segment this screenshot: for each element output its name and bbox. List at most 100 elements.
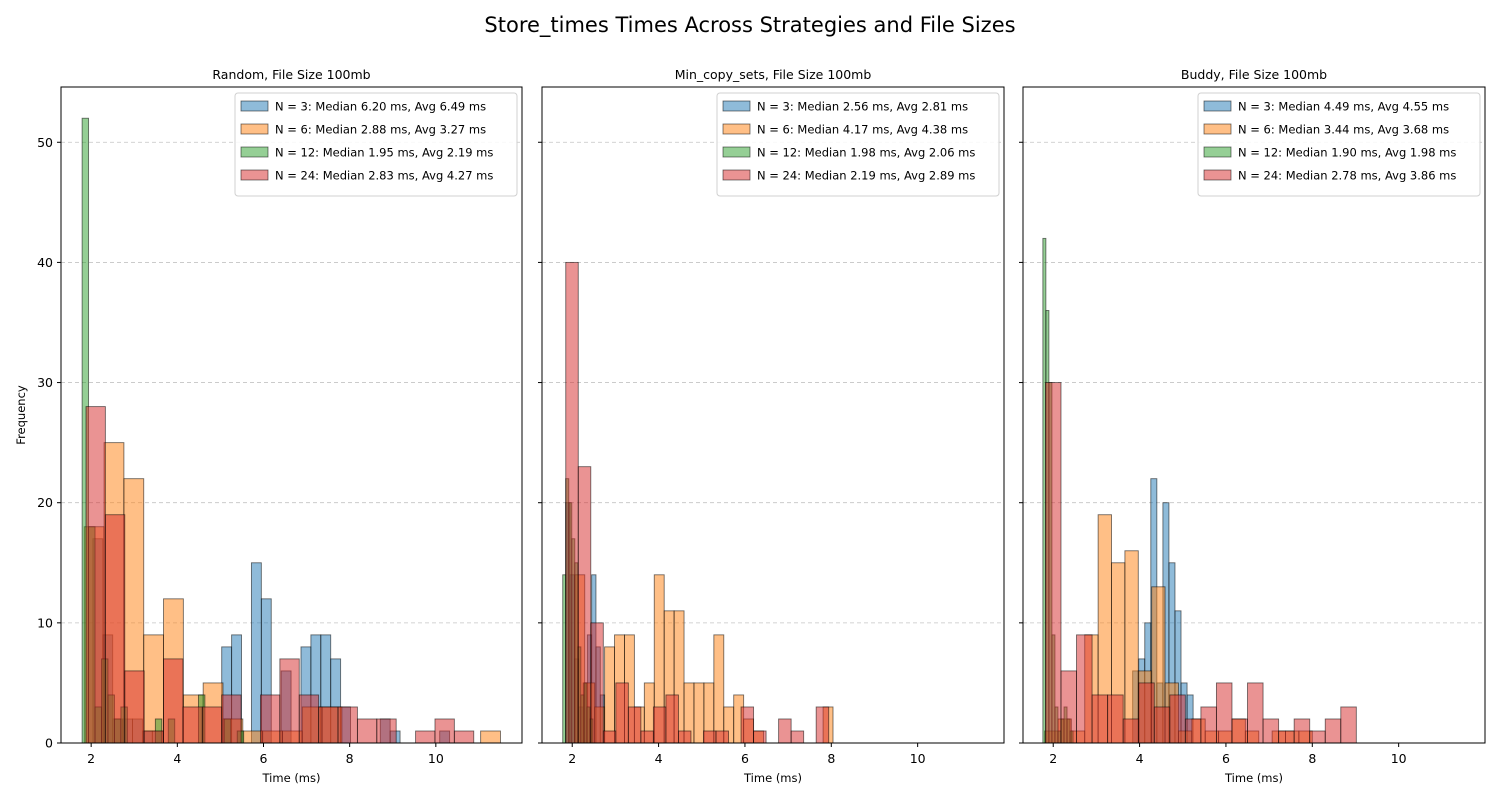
histogram-bar <box>1340 706 1357 743</box>
histogram-bar <box>1309 730 1326 743</box>
legend-entry: N = 12: Median 1.95 ms, Avg 2.19 ms <box>275 146 493 160</box>
histogram-bar <box>604 646 615 743</box>
histogram-bar <box>1247 682 1264 743</box>
histogram-bar <box>627 706 642 743</box>
histogram-bar <box>740 706 755 743</box>
histogram-bar <box>778 718 792 743</box>
histogram-bar <box>250 562 262 743</box>
histogram-bar <box>1278 730 1295 743</box>
x-tick-label: 8 <box>1308 751 1316 766</box>
legend-swatch <box>240 123 269 135</box>
chart-panel: 2 4 6 8 10 Min_copy_sets, File Size 100mb Time… <box>538 67 1005 785</box>
histogram-bar <box>713 634 725 743</box>
y-tick-label: 50 <box>37 135 53 150</box>
x-tick-label: 10 <box>1391 751 1407 766</box>
legend-entry: N = 24: Median 2.83 ms, Avg 4.27 ms <box>275 169 493 183</box>
legend-swatch <box>1203 123 1232 135</box>
histogram-bar <box>376 718 397 743</box>
legend-box <box>1197 92 1481 197</box>
histogram-bar <box>298 694 320 743</box>
x-tick-label: 4 <box>655 751 663 766</box>
x-tick-label: 8 <box>827 751 835 766</box>
legend-swatch <box>722 169 751 181</box>
x-axis-label: Time (ms) <box>1224 771 1283 785</box>
histogram-bar <box>279 658 300 743</box>
histogram-bar <box>1107 694 1124 743</box>
legend-swatch <box>240 146 269 158</box>
histogram-bar <box>577 466 592 743</box>
histogram-bar <box>330 658 342 743</box>
histogram-bar <box>1138 682 1155 743</box>
legend-entry: N = 6: Median 3.44 ms, Avg 3.68 ms <box>1238 123 1449 137</box>
chart-panel: 2 4 6 8 10 Buddy, File Size 100mb Time (ms) N =… <box>1019 67 1486 785</box>
histogram-bar <box>602 730 617 743</box>
legend: N = 3: Median 2.56 ms, Avg 2.81 ms N = 6:… <box>716 92 1000 197</box>
legend-entry: N = 12: Median 1.90 ms, Avg 1.98 ms <box>1238 146 1456 160</box>
axes-frame <box>1022 86 1486 744</box>
legend-swatch <box>722 146 751 158</box>
histogram-bar <box>1215 682 1233 743</box>
series-group <box>85 406 475 743</box>
panel-title: Buddy, File Size 100mb <box>1181 67 1327 82</box>
histogram-bar <box>221 694 242 743</box>
series-group <box>1045 382 1357 743</box>
histogram-bar <box>693 682 705 743</box>
legend-entry: N = 24: Median 2.19 ms, Avg 2.89 ms <box>757 169 975 183</box>
histogram-bar <box>815 706 830 743</box>
histogram-bar <box>1060 670 1077 743</box>
histogram-bar <box>1324 718 1342 743</box>
x-tick-label: 2 <box>87 751 95 766</box>
legend-entry: N = 24: Median 2.78 ms, Avg 3.86 ms <box>1238 169 1456 183</box>
x-tick-label: 2 <box>1049 751 1057 766</box>
legend-swatch <box>240 100 269 112</box>
legend-entry: N = 6: Median 4.17 ms, Avg 4.38 ms <box>757 123 968 137</box>
legend-swatch <box>240 169 269 181</box>
histogram-bar <box>1124 550 1139 743</box>
series-group <box>574 574 834 743</box>
x-tick-label: 8 <box>346 751 354 766</box>
histogram-bar <box>124 670 145 743</box>
histogram-bars <box>81 117 501 743</box>
histogram-bar <box>565 261 579 743</box>
histogram-bar <box>1293 718 1311 743</box>
histogram-bar <box>260 694 281 743</box>
histogram-bar <box>1200 706 1217 743</box>
histogram-bar <box>652 706 667 743</box>
y-tick-label: 0 <box>45 736 53 751</box>
histogram-bar <box>85 406 106 743</box>
legend-swatch <box>1203 169 1232 181</box>
histogram-bar <box>104 514 126 743</box>
legend-swatch <box>1203 146 1232 158</box>
x-tick-label: 6 <box>1222 751 1230 766</box>
histogram-bar <box>715 730 729 743</box>
panel-title: Min_copy_sets, File Size 100mb <box>675 67 872 82</box>
legend-swatch <box>1203 100 1232 112</box>
legend-box <box>234 92 518 197</box>
y-tick-label: 30 <box>37 375 53 390</box>
histogram-bar <box>1231 718 1248 743</box>
legend-box <box>716 92 1000 197</box>
histogram-bar <box>1045 382 1062 743</box>
legend-swatch <box>722 123 751 135</box>
x-tick-label: 4 <box>1136 751 1144 766</box>
x-axis-label: Time (ms) <box>262 771 321 785</box>
y-tick-label: 10 <box>37 615 53 630</box>
histogram-bar <box>1262 718 1280 743</box>
legend-entry: N = 3: Median 6.20 ms, Avg 6.49 ms <box>275 100 486 114</box>
x-tick-label: 4 <box>173 751 181 766</box>
histogram-bar <box>640 730 654 743</box>
histogram-bar <box>790 730 805 743</box>
histogram-bar <box>318 706 339 743</box>
histogram-bars <box>1042 237 1357 743</box>
x-tick-label: 10 <box>910 751 926 766</box>
histogram-bar <box>1184 718 1202 743</box>
histogram-bars <box>562 261 834 743</box>
histogram-bar <box>1076 634 1093 743</box>
histogram-bar <box>1153 706 1171 743</box>
histogram-bar <box>1169 694 1186 743</box>
panels: 2 4 6 8 10 0 10 20 30 40 50 Random, File Size 100mb… <box>37 67 1486 785</box>
histogram-bar <box>356 718 378 743</box>
series-group <box>565 261 830 743</box>
histogram-bar <box>562 574 567 743</box>
